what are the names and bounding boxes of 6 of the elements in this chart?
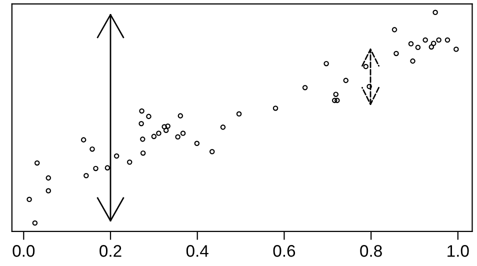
- x-tick-label: 0.8: [360, 245, 382, 257]
- x-tick-label: 0.0: [12, 245, 35, 257]
- x-tick-label: 0.6: [273, 245, 296, 257]
- x-tick-label: 1.0: [448, 245, 469, 257]
- x-tick-label: 0.2: [100, 245, 122, 257]
- x-tick-label: 0.4: [186, 245, 208, 257]
